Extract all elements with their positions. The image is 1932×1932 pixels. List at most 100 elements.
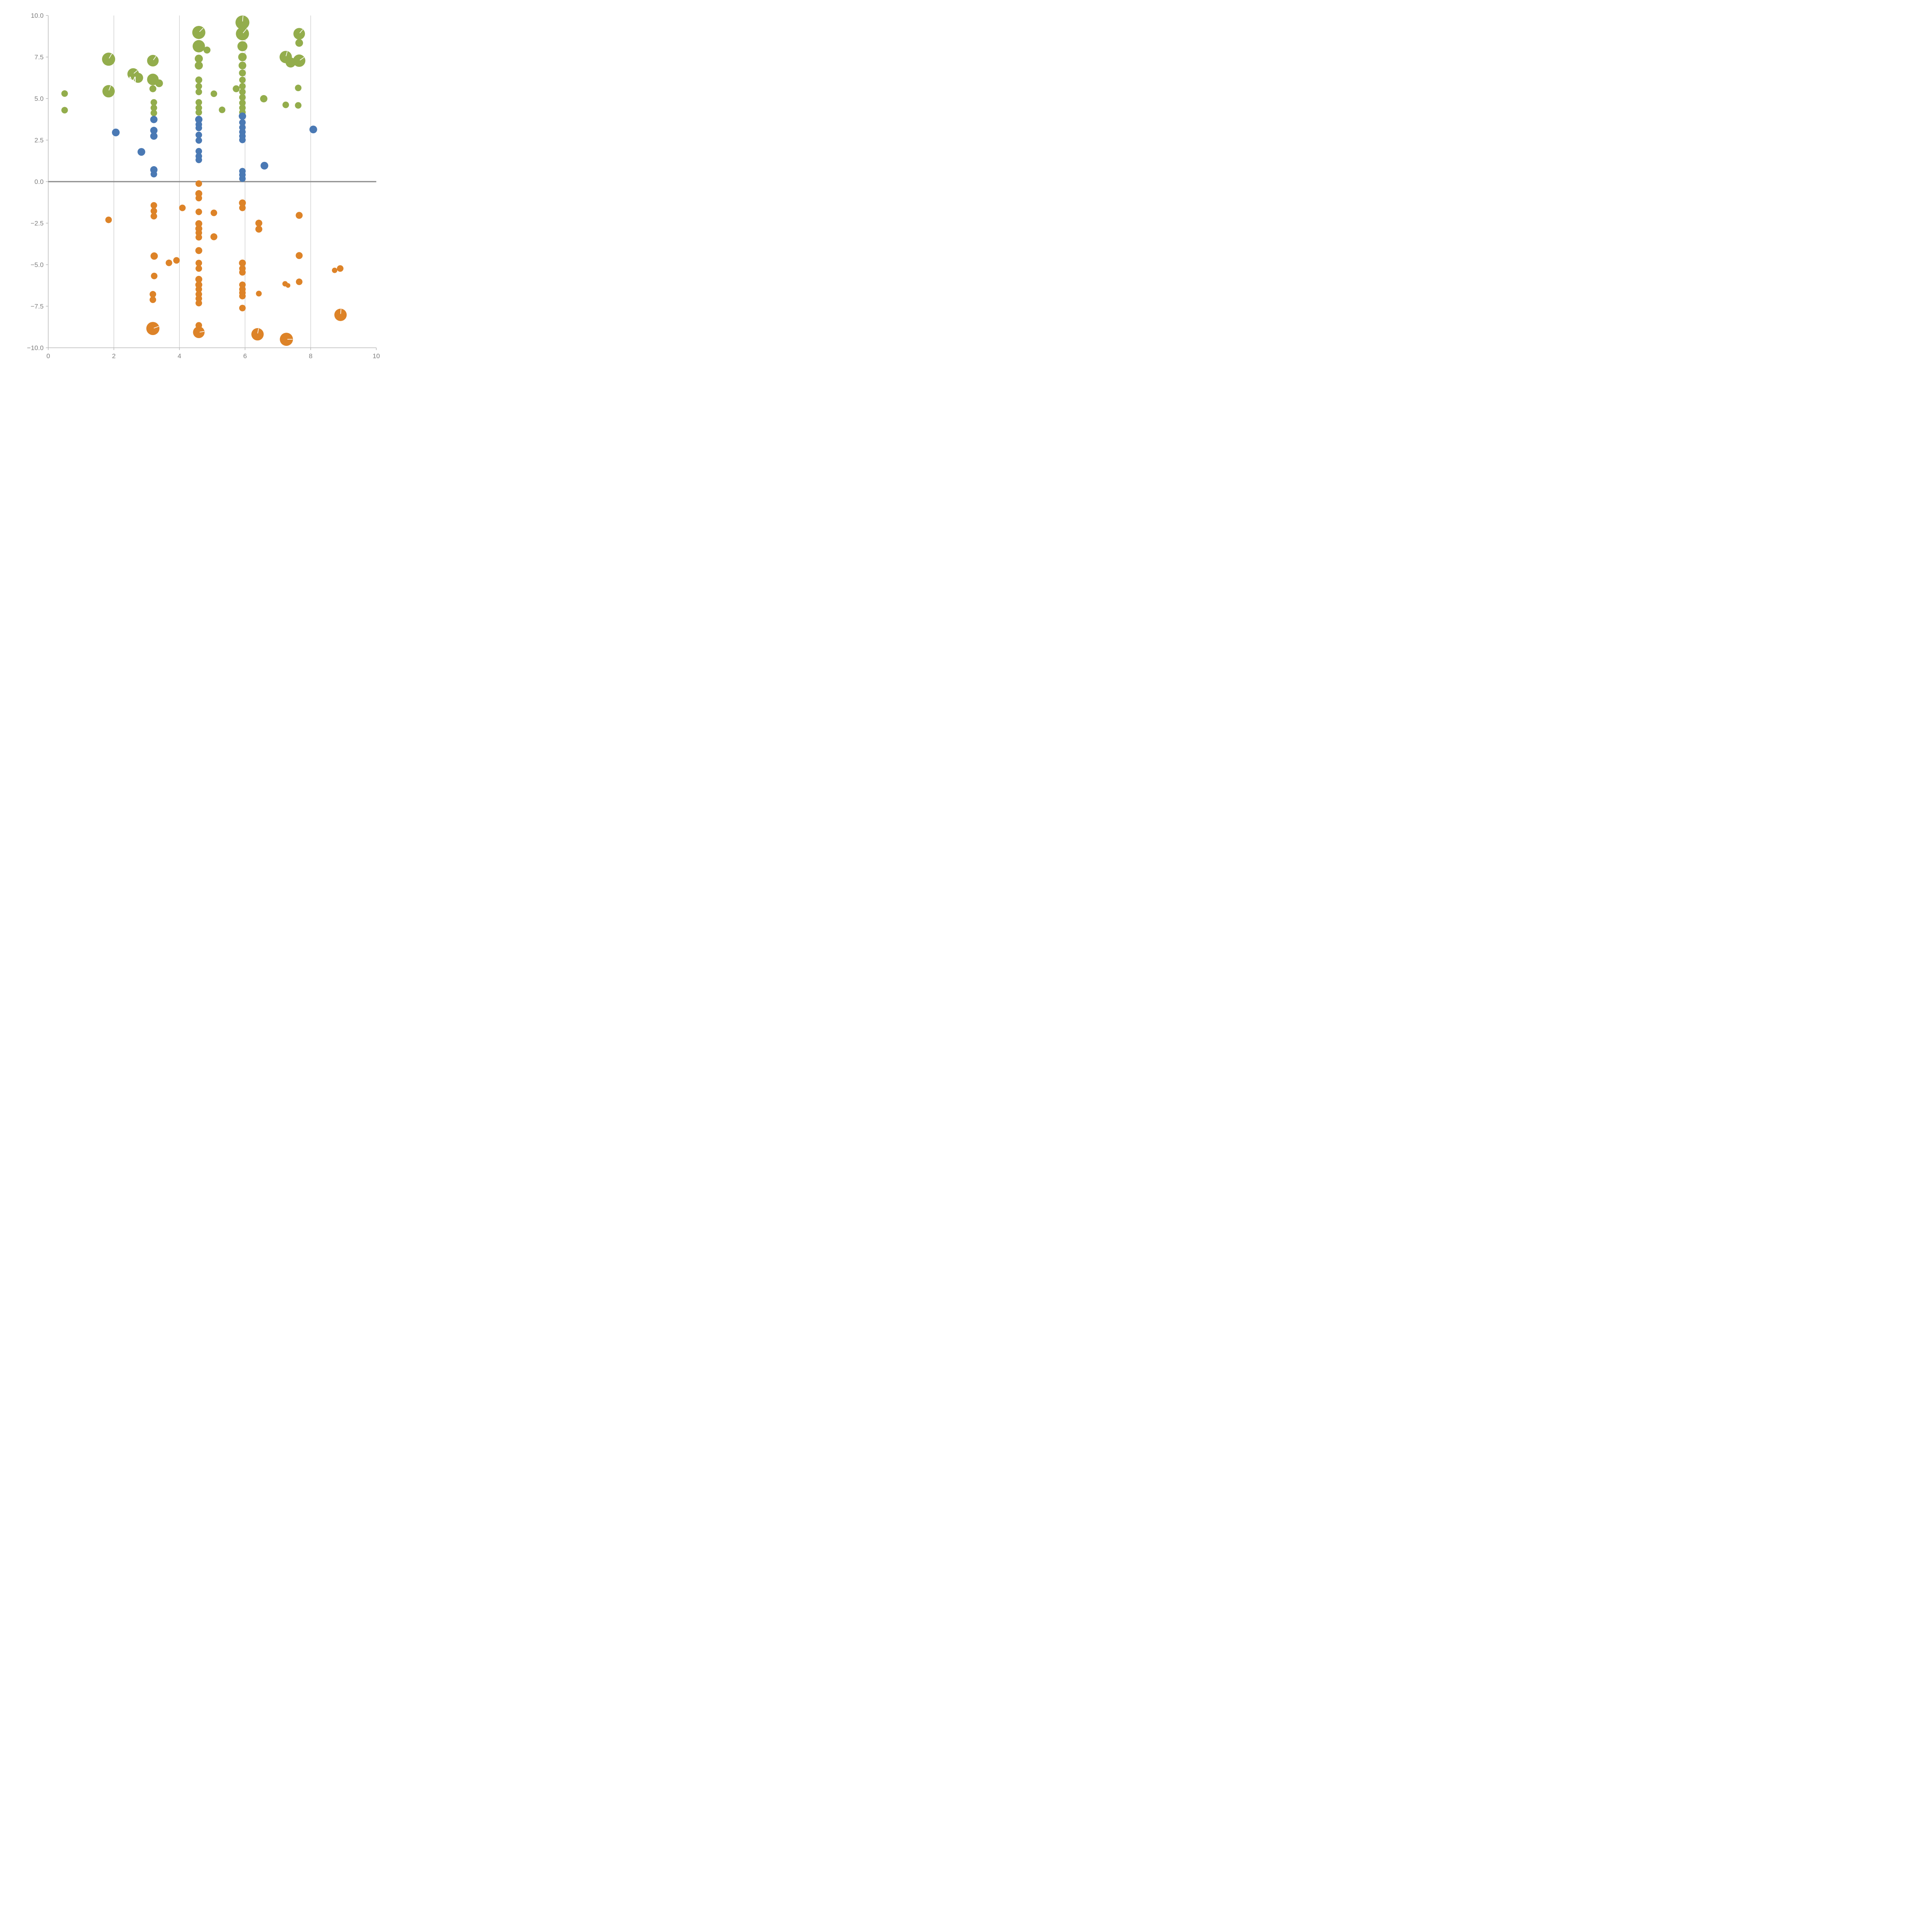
marker-tick	[286, 51, 288, 56]
y-tick-label: 10.0	[31, 12, 44, 19]
marker-tick	[199, 27, 204, 32]
x-tick-label: 6	[243, 352, 247, 360]
data-point-green	[239, 77, 246, 83]
x-tick-label: 8	[309, 352, 312, 360]
data-point-green	[133, 73, 143, 83]
y-tick-label: 7.5	[34, 54, 44, 61]
data-point-green	[195, 109, 202, 116]
y-tick-label: −7.5	[31, 303, 44, 310]
data-point-orange	[195, 265, 202, 272]
data-point-green	[239, 94, 246, 101]
data-point-orange	[150, 296, 156, 303]
data-point-orange	[151, 272, 158, 279]
data-point-green	[236, 27, 249, 41]
marker-tick	[153, 56, 156, 60]
data-point-orange	[286, 283, 291, 288]
data-point-orange	[150, 291, 156, 298]
data-point-orange	[150, 213, 157, 219]
data-point-orange	[195, 260, 202, 267]
data-point-orange	[239, 204, 246, 211]
marker-tick	[109, 53, 112, 59]
data-point-green	[295, 39, 303, 47]
data-point-green	[149, 85, 156, 92]
x-tick-label: 10	[372, 352, 380, 360]
scatter-plot: 10.07.55.02.50.0−2.5−5.0−7.5−10.00 2 4 6 8 10…	[27, 12, 380, 360]
data-point-green	[195, 88, 202, 95]
data-point-green	[102, 53, 116, 66]
data-point-green	[194, 61, 203, 70]
marker-tick	[340, 309, 342, 314]
data-point-orange	[239, 259, 246, 267]
data-point-orange	[195, 220, 202, 227]
data-point-green	[238, 53, 247, 61]
data-point-blue	[195, 124, 202, 131]
data-point-green	[150, 99, 157, 106]
data-point-green	[150, 104, 157, 111]
data-point-blue	[150, 132, 158, 140]
watermark-letter: M	[129, 75, 136, 85]
marker-tick	[257, 328, 259, 333]
data-point-orange	[239, 269, 246, 276]
data-point-blue	[238, 112, 246, 120]
data-point-orange	[195, 247, 202, 254]
data-point-blue	[239, 175, 246, 182]
data-point-orange	[195, 299, 202, 306]
marker-tick	[153, 326, 159, 329]
data-point-blue	[150, 171, 157, 178]
marker-tick	[133, 70, 138, 74]
y-tick-label: −10.0	[27, 344, 44, 352]
data-point-blue	[195, 116, 202, 123]
data-point-blue	[195, 156, 202, 163]
data-point-orange	[195, 286, 202, 293]
data-point-green	[295, 102, 302, 109]
data-point-green	[147, 55, 159, 67]
data-point-green	[282, 101, 289, 108]
data-point-blue	[137, 148, 145, 156]
data-points-layer	[61, 15, 347, 346]
data-point-orange	[337, 265, 344, 272]
data-point-blue	[260, 162, 269, 170]
data-point-blue	[239, 119, 246, 126]
data-point-green	[295, 85, 302, 92]
data-point-orange	[239, 199, 246, 207]
data-point-blue	[195, 131, 202, 138]
data-point-orange	[296, 212, 303, 219]
data-point-green	[192, 26, 206, 39]
y-tick-label: 5.0	[34, 95, 44, 102]
data-point-orange	[150, 252, 158, 260]
data-point-green	[239, 69, 246, 77]
data-point-orange	[179, 204, 186, 211]
data-point-orange	[195, 208, 202, 215]
data-point-orange	[255, 219, 262, 227]
data-point-orange	[239, 293, 246, 299]
data-point-orange	[146, 322, 160, 335]
x-tick-label: 0	[46, 352, 50, 360]
data-point-green	[239, 83, 246, 90]
marker-tick	[299, 57, 304, 61]
data-point-orange	[256, 291, 262, 297]
data-point-green	[219, 106, 226, 113]
marker-tick	[243, 29, 247, 33]
data-point-blue	[309, 126, 317, 134]
data-point-green	[61, 107, 68, 114]
data-point-orange	[195, 195, 202, 202]
y-tick-label: −2.5	[31, 220, 44, 227]
x-tick-label: 4	[178, 352, 181, 360]
data-point-orange	[195, 234, 202, 241]
data-point-orange	[150, 202, 157, 209]
y-tick-label: 0.0	[34, 178, 44, 185]
marker-tick	[299, 29, 303, 34]
data-point-blue	[150, 127, 158, 134]
data-point-blue	[239, 136, 246, 143]
data-point-orange	[150, 207, 157, 214]
data-point-green	[239, 99, 246, 106]
data-point-orange	[280, 333, 293, 346]
data-point-green	[102, 85, 115, 98]
data-point-blue	[112, 128, 120, 136]
data-point-orange	[332, 267, 337, 273]
data-point-green	[195, 99, 202, 106]
axes-layer: 10.0 7.5 5.0 2.5 0.0 −2.5 −5.0 −7.5 −10.00 2 4 6 8 10	[27, 12, 380, 360]
data-point-orange	[251, 328, 264, 341]
data-point-orange	[165, 259, 172, 266]
